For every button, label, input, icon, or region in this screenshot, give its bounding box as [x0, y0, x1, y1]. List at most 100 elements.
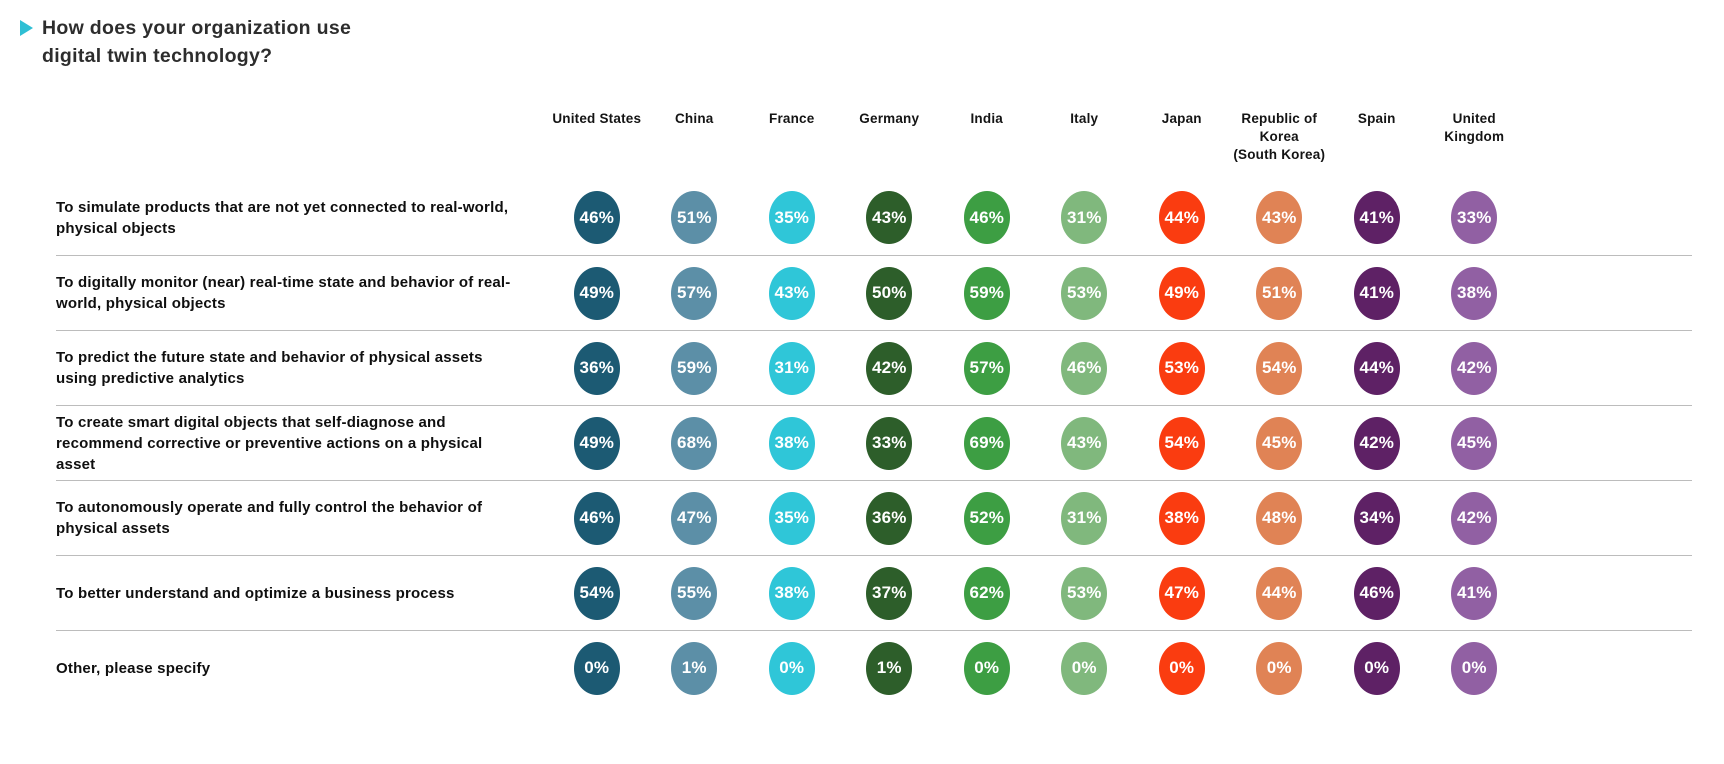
- value-circle: 0%: [1451, 641, 1498, 695]
- value-cell: 43%: [1036, 416, 1134, 470]
- value-cell: 31%: [1036, 191, 1134, 244]
- value-circle: 1%: [671, 641, 718, 695]
- value-cell: 38%: [743, 416, 841, 470]
- column-header: Spain: [1357, 111, 1396, 126]
- value-cell: 47%: [1133, 566, 1231, 620]
- value-cell: 44%: [1133, 191, 1231, 244]
- value-cell: 43%: [1231, 191, 1329, 244]
- value-circle: 47%: [671, 491, 718, 545]
- value-circle: 44%: [1256, 566, 1303, 620]
- value-cell: 42%: [1426, 341, 1524, 395]
- survey-results-page: How does your organization use digital t…: [20, 17, 1692, 705]
- value-cell: 38%: [743, 566, 841, 620]
- value-cell: 50%: [841, 266, 939, 320]
- value-circle: 43%: [1256, 191, 1303, 244]
- value-circle: 36%: [573, 341, 620, 395]
- value-circle: 47%: [1158, 566, 1205, 620]
- value-cell: 38%: [1426, 266, 1524, 320]
- value-cell: 41%: [1328, 266, 1426, 320]
- column-header: Germany: [859, 111, 920, 126]
- value-cell: 54%: [1231, 341, 1329, 395]
- value-circle: 38%: [1451, 266, 1498, 320]
- value-cell: 44%: [1231, 566, 1329, 620]
- value-circle: 69%: [963, 416, 1010, 470]
- column-header: United States: [552, 111, 642, 126]
- value-circle: 54%: [1256, 341, 1303, 395]
- table-row: To create smart digital objects that sel…: [56, 405, 1692, 480]
- value-circle: 0%: [573, 641, 620, 695]
- page-title: How does your organization use digital t…: [42, 17, 352, 67]
- value-circle: 46%: [963, 191, 1010, 244]
- value-cell: 57%: [938, 341, 1036, 395]
- column-header: India: [970, 111, 1003, 126]
- value-cell: 51%: [1231, 266, 1329, 320]
- value-circle: 0%: [768, 641, 815, 695]
- value-cell: 42%: [1426, 491, 1524, 545]
- value-circle: 31%: [1061, 191, 1108, 244]
- value-cell: 59%: [646, 341, 744, 395]
- value-circle: 0%: [1353, 641, 1400, 695]
- table-row: Other, please specify 0% 1% 0% 1% 0% 0% 0% 0% 0% 0…: [56, 630, 1692, 705]
- value-circle: 62%: [963, 566, 1010, 620]
- value-circle: 35%: [768, 191, 815, 244]
- value-circle: 51%: [1256, 266, 1303, 320]
- value-cell: 35%: [743, 191, 841, 244]
- value-circle: 0%: [1158, 641, 1205, 695]
- value-cell: 0%: [743, 641, 841, 695]
- value-circle: 54%: [573, 566, 620, 620]
- value-cell: 0%: [1036, 641, 1134, 695]
- row-label: To predict the future state and behavior…: [56, 349, 483, 387]
- value-circle: 0%: [1061, 641, 1108, 695]
- value-cell: 41%: [1328, 191, 1426, 244]
- value-cell: 1%: [646, 641, 744, 695]
- value-cell: 0%: [1328, 641, 1426, 695]
- value-cell: 46%: [938, 191, 1036, 244]
- value-cell: 53%: [1036, 266, 1134, 320]
- value-cell: 49%: [548, 266, 646, 320]
- value-cell: 43%: [743, 266, 841, 320]
- row-label: To digitally monitor (near) real-time st…: [56, 274, 511, 312]
- table-row: To simulate products that are not yet co…: [56, 180, 1692, 255]
- value-cell: 53%: [1133, 341, 1231, 395]
- value-circle: 42%: [1451, 491, 1498, 545]
- value-circle: 42%: [1353, 416, 1400, 470]
- value-cell: 42%: [1328, 416, 1426, 470]
- value-circle: 36%: [866, 491, 913, 545]
- survey-table: United States China France Germany India Ital…: [56, 104, 1692, 705]
- value-circle: 38%: [768, 566, 815, 620]
- value-circle: 68%: [671, 416, 718, 470]
- value-cell: 38%: [1133, 491, 1231, 545]
- row-label: Other, please specify: [56, 659, 211, 677]
- value-cell: 54%: [1133, 416, 1231, 470]
- column-header: France: [769, 111, 815, 126]
- value-cell: 69%: [938, 416, 1036, 470]
- value-cell: 51%: [646, 191, 744, 244]
- value-circle: 37%: [866, 566, 913, 620]
- column-header: China: [674, 111, 714, 126]
- value-circle: 49%: [1158, 266, 1205, 320]
- value-cell: 0%: [1133, 641, 1231, 695]
- value-circle: 33%: [866, 416, 913, 470]
- value-cell: 45%: [1426, 416, 1524, 470]
- value-circle: 43%: [1061, 416, 1108, 470]
- value-circle: 35%: [768, 491, 815, 545]
- value-circle: 31%: [1061, 491, 1108, 545]
- value-cell: 52%: [938, 491, 1036, 545]
- value-circle: 43%: [768, 266, 815, 320]
- value-circle: 53%: [1061, 266, 1108, 320]
- value-cell: 49%: [1133, 266, 1231, 320]
- value-cell: 36%: [841, 491, 939, 545]
- value-cell: 48%: [1231, 491, 1329, 545]
- value-cell: 59%: [938, 266, 1036, 320]
- value-circle: 45%: [1451, 416, 1498, 470]
- row-label: To better understand and optimize a busi…: [56, 584, 455, 602]
- value-cell: 46%: [548, 191, 646, 244]
- value-cell: 0%: [548, 641, 646, 695]
- value-circle: 46%: [573, 491, 620, 545]
- value-cell: 43%: [841, 191, 939, 244]
- table-row: To digitally monitor (near) real-time st…: [56, 255, 1692, 330]
- value-cell: 47%: [646, 491, 744, 545]
- value-circle: 42%: [866, 341, 913, 395]
- value-circle: 38%: [768, 416, 815, 470]
- value-cell: 53%: [1036, 566, 1134, 620]
